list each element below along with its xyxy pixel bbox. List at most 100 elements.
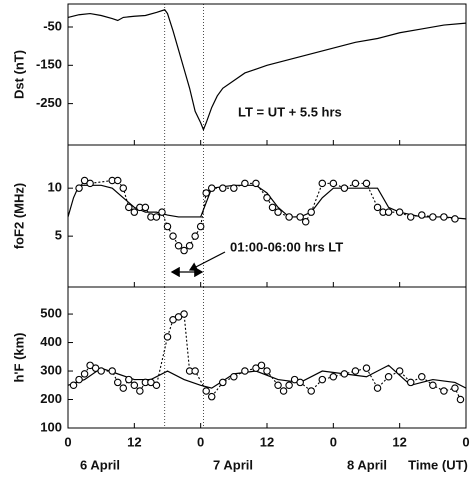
data-point [180, 246, 188, 255]
data-point [180, 310, 188, 318]
y-tick-label: 500 [40, 305, 62, 320]
data-point [362, 364, 371, 372]
annotation: 01:00-06:00 hrs LT [230, 239, 343, 254]
x-tick-label: 12 [127, 434, 141, 449]
data-point [301, 218, 310, 226]
data-point [125, 375, 133, 384]
data-point [451, 215, 459, 223]
data-point [329, 179, 338, 188]
date-label: 8 April [347, 457, 387, 472]
data-point [202, 387, 210, 395]
data-point [307, 387, 315, 395]
data-point [429, 381, 437, 390]
y-tick-label: -150 [36, 57, 62, 72]
data-point [340, 370, 349, 378]
data-point [318, 375, 327, 384]
data-point [395, 208, 404, 216]
x-tick-label: 0 [462, 434, 469, 449]
y-tick-label: 400 [40, 334, 62, 349]
data-point [207, 392, 216, 401]
data-point [318, 179, 327, 188]
data-point [185, 241, 194, 250]
data-point [285, 381, 293, 390]
x-tick-label: 0 [64, 434, 71, 449]
data-point [230, 372, 238, 381]
data-point [257, 361, 266, 370]
data-point [152, 381, 161, 390]
data-point [119, 384, 128, 392]
data-point [219, 378, 227, 387]
data-point [241, 367, 249, 375]
data-line [67, 184, 467, 220]
annotation: LT = UT + 5.5 hrs [238, 104, 342, 119]
data-point [80, 370, 89, 378]
data-point [274, 208, 282, 216]
data-point [329, 372, 338, 381]
data-point [395, 367, 404, 375]
data-point [307, 208, 315, 216]
data-point [152, 213, 161, 221]
y-tick-label: 100 [40, 419, 62, 434]
y-axis-label: Dst (nT) [11, 50, 26, 99]
data-point [114, 176, 122, 185]
data-point [268, 203, 277, 212]
date-label: 6 April [80, 457, 120, 472]
data-point [114, 378, 122, 387]
x-tick-label: 12 [260, 434, 274, 449]
y-axis-label: h'F (km) [11, 332, 26, 382]
data-point [191, 232, 199, 240]
data-point [86, 179, 94, 188]
data-point [108, 367, 116, 375]
panel-frame [67, 286, 467, 429]
data-point [384, 208, 393, 216]
data-point [340, 184, 349, 192]
data-point [163, 333, 172, 341]
y-tick-label: 200 [40, 391, 62, 406]
data-point [418, 211, 426, 219]
data-point [163, 222, 172, 231]
data-point [241, 179, 249, 188]
y-tick-label: -250 [36, 95, 62, 110]
y-tick-label: 10 [48, 180, 62, 195]
y-tick-label: 300 [40, 362, 62, 377]
data-point [158, 208, 166, 216]
data-point [252, 179, 260, 188]
data-point [169, 232, 177, 240]
data-point [130, 381, 139, 390]
data-point [75, 375, 83, 384]
data-point [362, 179, 371, 188]
data-point [406, 213, 415, 221]
panel-frame [67, 144, 467, 288]
data-point [351, 367, 360, 375]
data-point [196, 222, 205, 231]
data-point [191, 367, 199, 375]
data-point [406, 378, 415, 387]
data-point [263, 367, 271, 375]
data-point [285, 213, 293, 221]
x-axis-label: Time (UT) [408, 457, 468, 472]
data-point [440, 213, 448, 221]
data-point [130, 208, 139, 216]
data-point [384, 372, 393, 381]
data-point [418, 372, 426, 381]
data-point [373, 203, 382, 212]
data-point [274, 381, 282, 390]
data-point [451, 384, 459, 392]
data-point [174, 241, 183, 250]
x-tick-label: 12 [392, 434, 406, 449]
data-point [69, 381, 78, 390]
data-point [141, 203, 150, 212]
data-point [136, 387, 144, 395]
x-tick-label: 0 [197, 434, 204, 449]
x-tick-label: 0 [330, 434, 337, 449]
data-point [429, 213, 437, 221]
y-tick-label: -50 [43, 18, 62, 33]
data-point [75, 184, 83, 192]
y-axis-label: foF2 (MHz) [11, 183, 26, 249]
y-tick-label: 5 [55, 228, 62, 243]
data-point [296, 378, 304, 387]
pointer-arrow [188, 251, 226, 271]
data-point [456, 395, 465, 404]
data-point [230, 184, 238, 192]
